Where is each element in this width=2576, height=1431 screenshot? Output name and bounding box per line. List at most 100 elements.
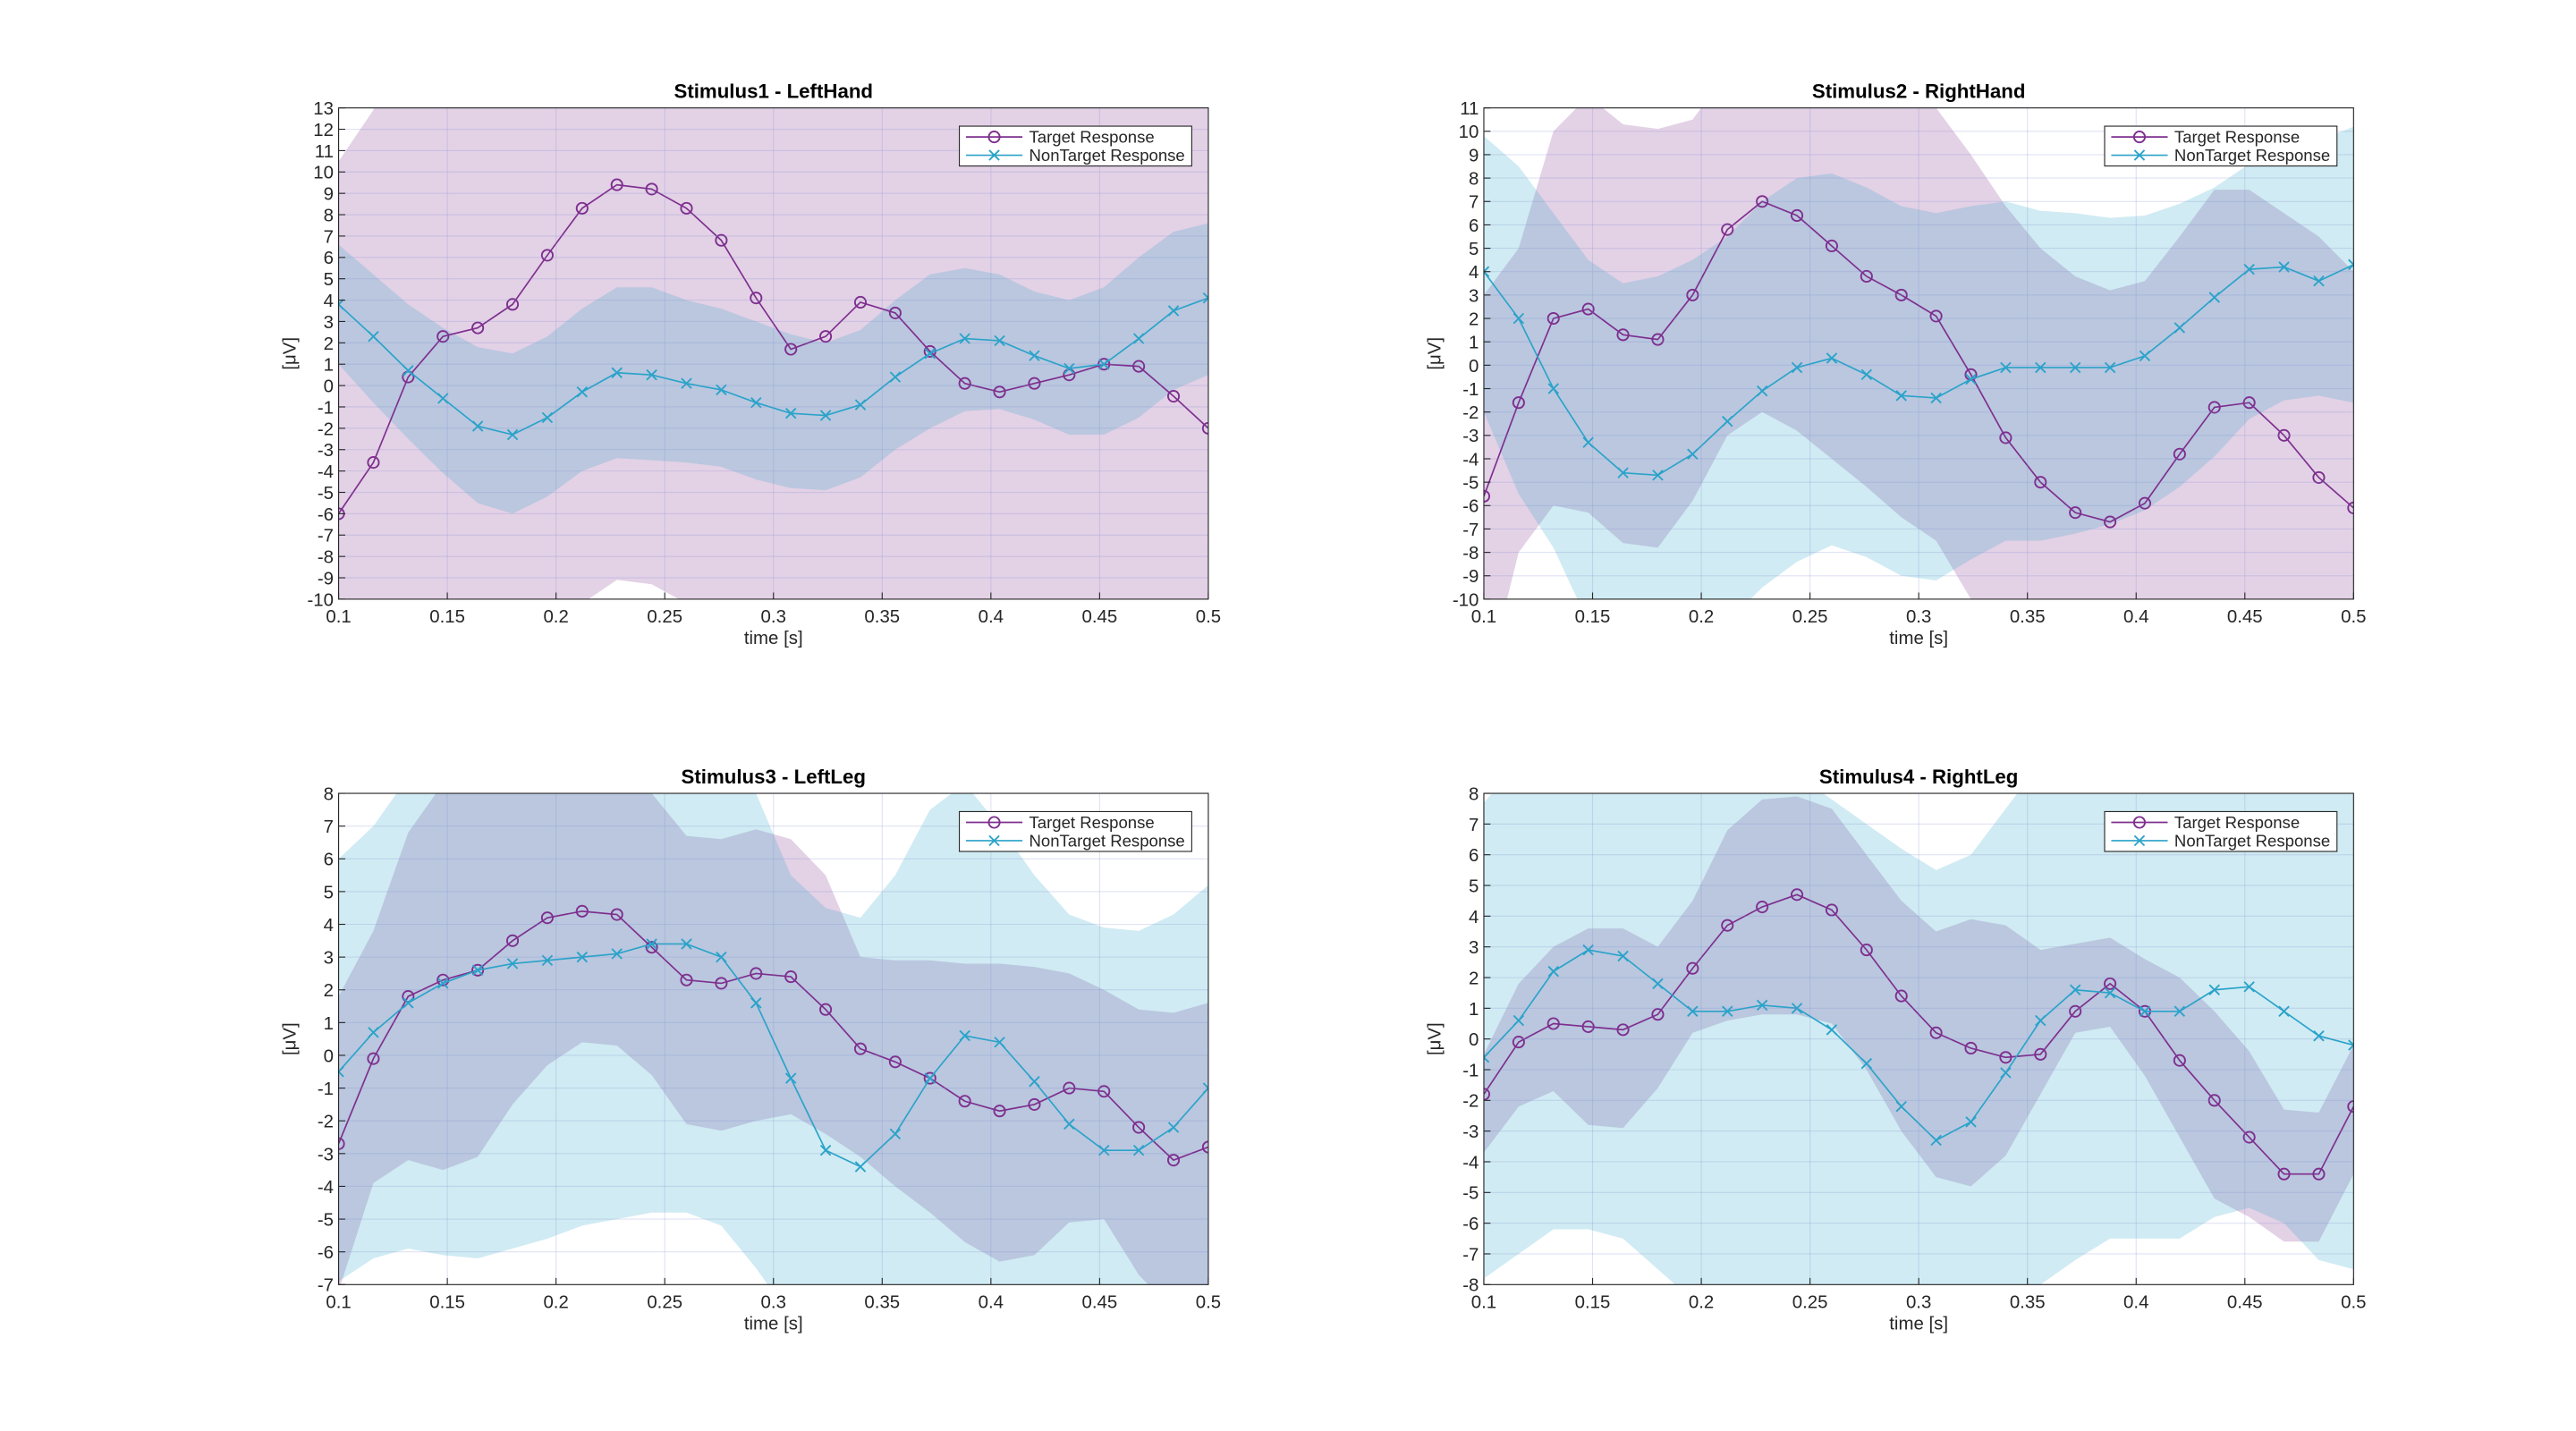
chart-title: Stimulus2 - RightHand bbox=[1812, 80, 2026, 103]
y-tick-label: -7 bbox=[318, 1276, 334, 1296]
confidence-band bbox=[1483, 796, 2354, 1242]
marker bbox=[2242, 396, 2256, 410]
y-tick-label: 7 bbox=[324, 227, 334, 247]
marker bbox=[2034, 1047, 2047, 1061]
marker bbox=[853, 295, 868, 309]
marker bbox=[436, 973, 450, 986]
y-tick-label: -6 bbox=[1462, 497, 1479, 517]
marker bbox=[1513, 312, 1525, 325]
marker bbox=[1894, 288, 1908, 301]
marker bbox=[819, 410, 832, 421]
chart-title: Stimulus4 - RightLeg bbox=[1819, 766, 2019, 788]
y-tick-label: -6 bbox=[1462, 1215, 1479, 1234]
marker bbox=[819, 1003, 833, 1016]
marker bbox=[645, 182, 658, 196]
marker bbox=[1790, 888, 1804, 902]
marker bbox=[819, 1144, 832, 1156]
marker bbox=[646, 938, 657, 950]
x-tick-label: 0.3 bbox=[761, 607, 786, 627]
y-tick-label: -4 bbox=[318, 462, 334, 482]
y-tick-label: 5 bbox=[324, 883, 334, 902]
y-tick-label: 0 bbox=[324, 1046, 334, 1066]
x-tick-label: 0.1 bbox=[1471, 1292, 1496, 1312]
marker bbox=[2243, 263, 2255, 275]
y-tick-label: 11 bbox=[315, 142, 334, 162]
legend-label: Target Response bbox=[2174, 128, 2300, 147]
marker bbox=[993, 385, 1006, 399]
x-tick-label: 0.4 bbox=[979, 607, 1004, 627]
y-tick-label: 2 bbox=[324, 981, 334, 1001]
marker bbox=[1483, 266, 1490, 277]
marker bbox=[2069, 984, 2081, 995]
series-line bbox=[338, 910, 1208, 1162]
marker bbox=[1686, 961, 1699, 975]
marker bbox=[819, 330, 833, 343]
marker bbox=[611, 367, 623, 378]
marker bbox=[2069, 506, 2082, 520]
series-line bbox=[338, 297, 1208, 436]
marker bbox=[1028, 1097, 1041, 1111]
marker bbox=[1894, 989, 1908, 1003]
marker bbox=[1999, 431, 2012, 445]
x-tick-label: 0.35 bbox=[864, 607, 900, 627]
marker bbox=[1964, 1041, 1978, 1055]
confidence-band bbox=[1483, 107, 2354, 599]
y-tick-label: 9 bbox=[1469, 146, 1479, 165]
marker bbox=[1616, 1023, 1630, 1037]
y-tick-label: 11 bbox=[1460, 99, 1479, 119]
marker bbox=[1722, 1005, 1733, 1017]
marker bbox=[1483, 1052, 1490, 1063]
y-tick-label: 3 bbox=[324, 949, 334, 969]
x-tick-label: 0.25 bbox=[1792, 607, 1828, 627]
axes-box bbox=[1483, 792, 2354, 1285]
marker bbox=[2242, 1130, 2256, 1144]
y-tick-label: -8 bbox=[1462, 544, 1479, 563]
y-tick-label: -7 bbox=[318, 527, 334, 546]
marker bbox=[2174, 322, 2186, 334]
marker bbox=[784, 1072, 797, 1084]
y-tick-label: 8 bbox=[1469, 170, 1479, 190]
marker bbox=[575, 904, 589, 918]
chart-title: Stimulus3 - LeftLeg bbox=[682, 766, 866, 788]
marker bbox=[994, 1037, 1005, 1048]
marker bbox=[2069, 1004, 2082, 1018]
y-axis-label: [μV] bbox=[280, 337, 300, 370]
y-tick-label: -1 bbox=[318, 398, 334, 418]
marker bbox=[402, 997, 414, 1009]
marker bbox=[1547, 383, 1559, 394]
marker bbox=[889, 1128, 902, 1140]
x-tick-label: 0.15 bbox=[429, 607, 465, 627]
y-tick-label: 1 bbox=[1469, 334, 1479, 353]
marker bbox=[1652, 470, 1664, 481]
x-axis-label: time [s] bbox=[744, 1314, 803, 1334]
marker bbox=[1930, 1134, 1942, 1147]
x-tick-label: 0.45 bbox=[2227, 1292, 2263, 1312]
marker bbox=[338, 299, 344, 310]
marker bbox=[1895, 390, 1907, 402]
y-tick-label: 0 bbox=[1469, 357, 1479, 377]
marker bbox=[2278, 1005, 2290, 1017]
marker bbox=[680, 973, 693, 986]
marker bbox=[1860, 269, 1873, 284]
y-tick-label: -1 bbox=[1462, 380, 1479, 400]
marker bbox=[1581, 302, 1595, 316]
x-tick-label: 0.3 bbox=[1906, 1292, 1931, 1312]
x-tick-label: 0.5 bbox=[1196, 607, 1221, 627]
marker bbox=[1721, 223, 1734, 236]
marker bbox=[715, 233, 728, 247]
axes-box bbox=[1483, 107, 2354, 600]
y-tick-label: -9 bbox=[318, 569, 334, 588]
marker bbox=[1826, 352, 1838, 364]
y-tick-label: -9 bbox=[1462, 567, 1479, 587]
confidence-band bbox=[1483, 793, 2354, 1285]
marker bbox=[367, 456, 380, 470]
confidence-band bbox=[1483, 126, 2354, 599]
x-tick-label: 0.5 bbox=[1196, 1292, 1221, 1312]
marker bbox=[1512, 1036, 1525, 1049]
legend-marker bbox=[2133, 149, 2146, 161]
x-tick-label: 0.1 bbox=[1471, 607, 1496, 627]
marker bbox=[1721, 919, 1734, 932]
x-tick-label: 0.45 bbox=[1082, 607, 1118, 627]
y-tick-label: -1 bbox=[318, 1080, 334, 1099]
